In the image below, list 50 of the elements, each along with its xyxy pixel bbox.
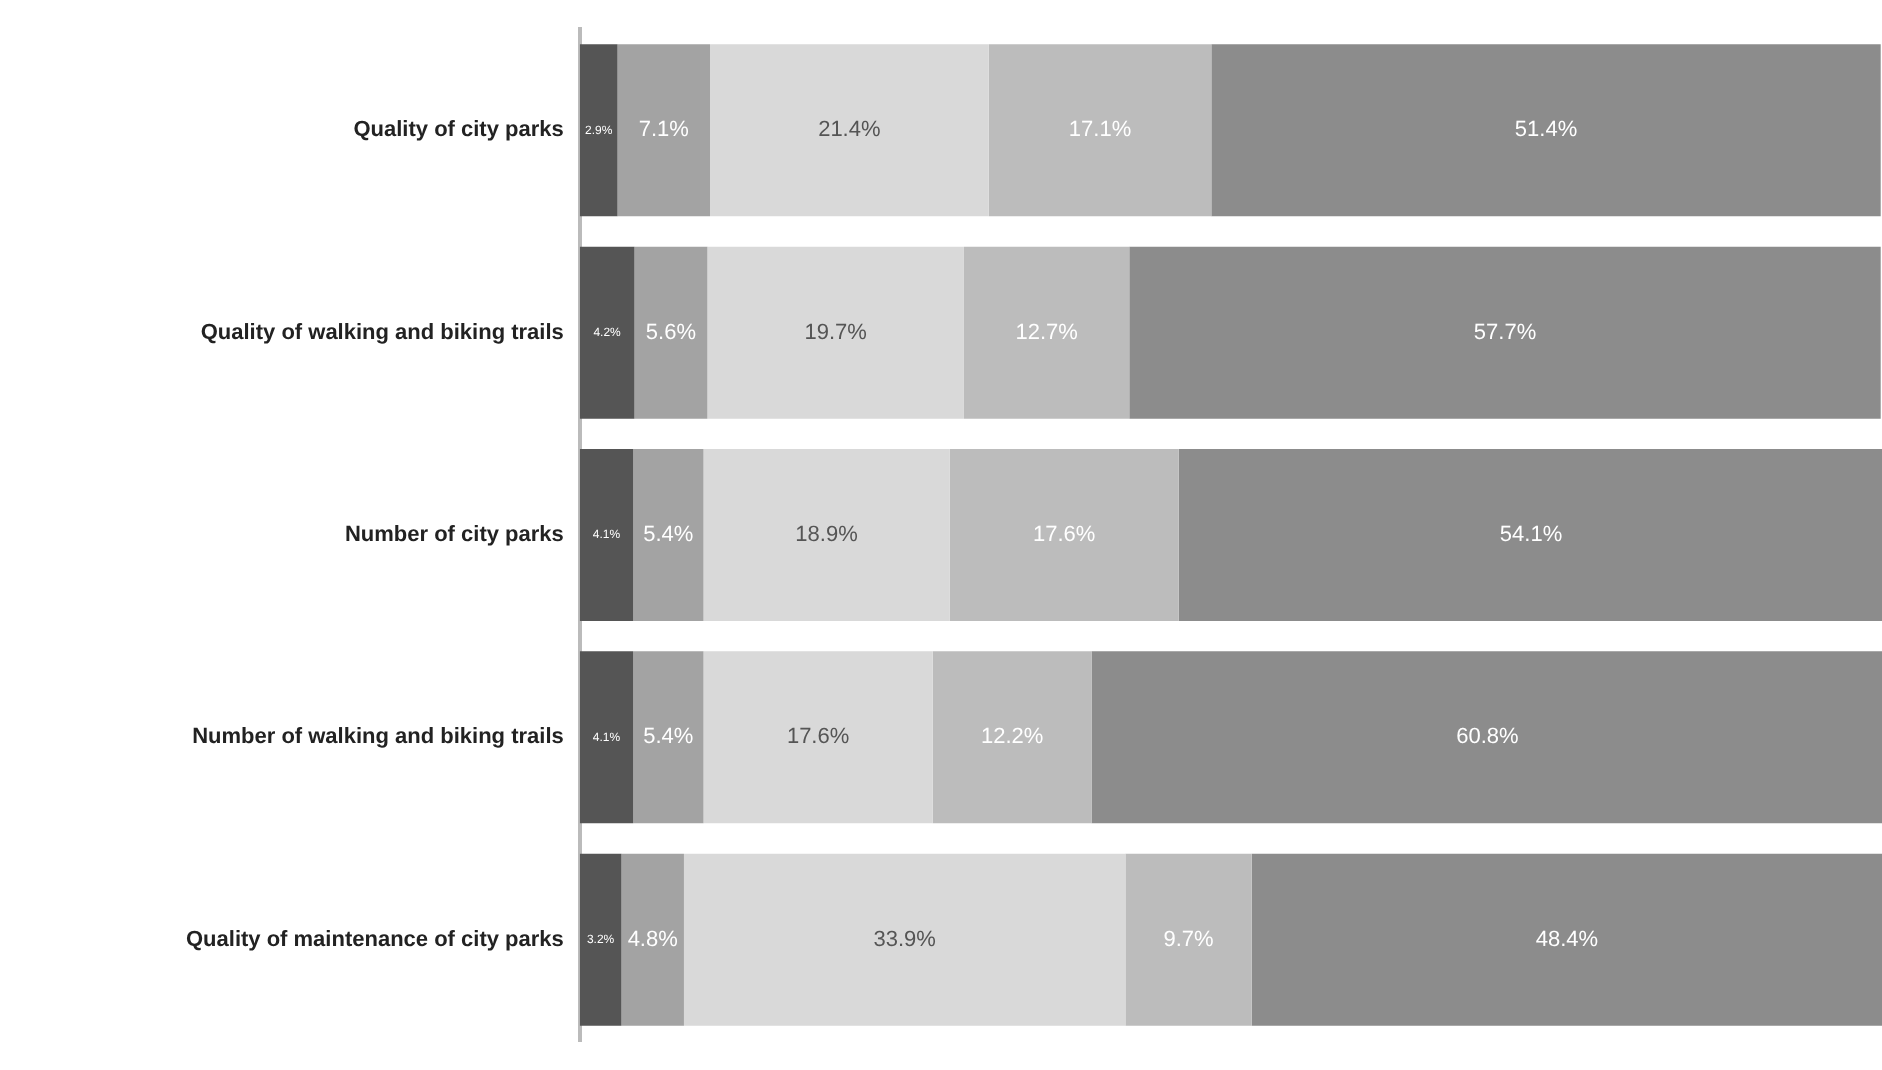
bar: [579, 246, 635, 419]
data-label: 7.1%: [638, 118, 690, 143]
bar: [1091, 651, 1882, 824]
y-tick-label: Number of walking and biking trails: [192, 725, 564, 750]
y-tick-label: Quality of walking and biking trails: [200, 320, 564, 345]
data-label: 17.6%: [786, 725, 850, 750]
bar: [988, 44, 1212, 217]
bar: [1211, 44, 1881, 217]
data-label: 54.1%: [1499, 523, 1563, 548]
bar: [707, 246, 964, 419]
data-label: 19.7%: [804, 320, 868, 345]
data-label: 60.8%: [1456, 725, 1520, 750]
data-label: 17.1%: [1068, 118, 1132, 143]
bar: [579, 853, 622, 1026]
data-label: 18.9%: [795, 523, 859, 548]
data-label: 9.7%: [1163, 927, 1215, 952]
data-label: 5.4%: [643, 725, 694, 750]
bar: [1178, 449, 1882, 621]
data-label: 12.7%: [1015, 320, 1079, 345]
y-tick-label: Number of city parks: [344, 523, 564, 548]
bar: [617, 44, 710, 217]
data-label: 57.7%: [1473, 320, 1537, 345]
data-label: 48.4%: [1535, 927, 1599, 952]
data-label: 33.9%: [873, 927, 937, 952]
data-label: 21.4%: [818, 118, 881, 143]
bar: [621, 853, 684, 1026]
bar: [703, 449, 950, 621]
data-label: 17.6%: [1033, 523, 1096, 548]
bar: [683, 853, 1126, 1026]
bar: [1125, 853, 1252, 1026]
data-label: 12.2%: [980, 725, 1044, 750]
data-label: 5.4%: [643, 523, 694, 548]
bar: [579, 449, 634, 621]
bar: [1251, 853, 1882, 1026]
bar: [633, 449, 704, 621]
bar: [633, 651, 704, 824]
bar: [703, 651, 933, 824]
bar: [634, 246, 708, 419]
bar: [949, 449, 1179, 621]
bar: [709, 44, 989, 217]
data-label: 51.4%: [1514, 118, 1578, 143]
data-label: 4.8%: [627, 927, 679, 952]
bar: [579, 44, 618, 217]
bar: [963, 246, 1130, 419]
bar: [932, 651, 1092, 824]
bar: [579, 651, 634, 824]
data-label: 5.6%: [645, 320, 697, 345]
y-tick-label: Quality of city parks: [353, 118, 564, 143]
y-tick-label: Quality of maintenance of city parks: [185, 927, 564, 952]
bar: [1129, 246, 1881, 419]
